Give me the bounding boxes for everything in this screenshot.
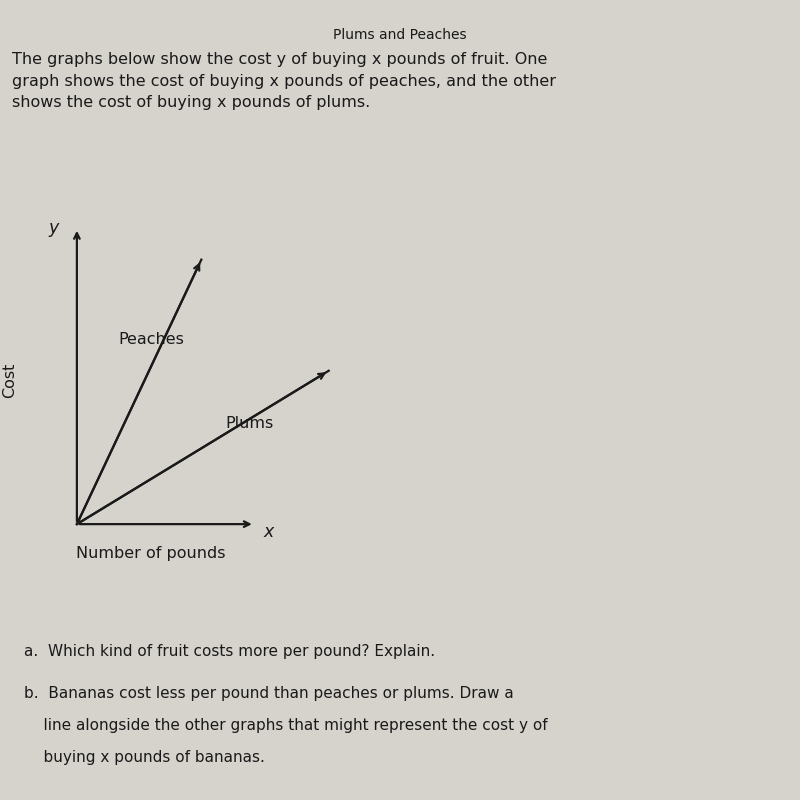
Text: buying x pounds of bananas.: buying x pounds of bananas. (24, 750, 265, 765)
Text: line alongside the other graphs that might represent the cost y of: line alongside the other graphs that mig… (24, 718, 548, 733)
Text: Number of pounds: Number of pounds (76, 546, 226, 561)
Text: Peaches: Peaches (118, 331, 184, 346)
Text: b.  Bananas cost less per pound than peaches or plums. Draw a: b. Bananas cost less per pound than peac… (24, 686, 514, 701)
Text: Plums and Peaches: Plums and Peaches (333, 28, 467, 42)
Text: The graphs below show the cost y of buying x pounds of fruit. One
graph shows th: The graphs below show the cost y of buyi… (12, 52, 556, 110)
Text: Plums: Plums (225, 416, 274, 431)
Text: x: x (263, 523, 274, 541)
Text: y: y (48, 219, 58, 237)
Text: a.  Which kind of fruit costs more per pound? Explain.: a. Which kind of fruit costs more per po… (24, 644, 435, 659)
Text: Cost: Cost (2, 362, 17, 398)
